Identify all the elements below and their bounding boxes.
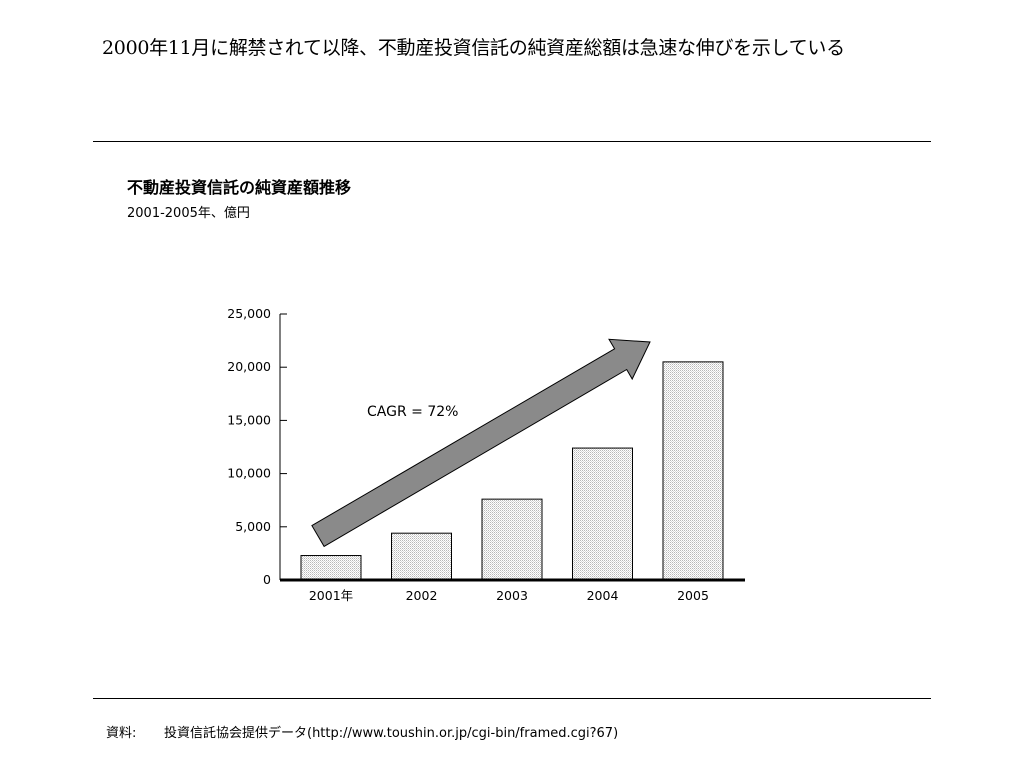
top-divider bbox=[93, 141, 931, 142]
cagr-annotation: CAGR = 72% bbox=[367, 404, 458, 420]
y-tick-label: 0 bbox=[263, 572, 271, 587]
x-tick-label: 2002 bbox=[406, 588, 438, 603]
x-tick-label: 2003 bbox=[496, 588, 528, 603]
bar bbox=[391, 532, 452, 581]
y-tick-label: 10,000 bbox=[227, 466, 271, 481]
bottom-divider bbox=[93, 698, 931, 699]
bar bbox=[662, 361, 724, 581]
source-text: 投資信託協会提供データ(http://www.toushin.or.jp/cgi… bbox=[164, 726, 619, 741]
source-label: 資料: bbox=[106, 726, 137, 741]
growth-arrow bbox=[311, 338, 651, 548]
bar bbox=[300, 555, 362, 581]
headline: 2000年11月に解禁されて以降、不動産投資信託の純資産総額は急速な伸びを示して… bbox=[102, 37, 845, 59]
x-tick-label: 2005 bbox=[677, 588, 709, 603]
chart-title: 不動産投資信託の純資産額推移 bbox=[127, 178, 352, 197]
x-tick-label: 2004 bbox=[587, 588, 619, 603]
x-tick-label: 2001年 bbox=[309, 588, 353, 603]
chart-subtitle: 2001-2005年、億円 bbox=[127, 206, 250, 221]
bar bbox=[572, 447, 633, 581]
y-tick-label: 15,000 bbox=[227, 412, 271, 427]
y-tick-label: 25,000 bbox=[227, 306, 271, 321]
y-tick-label: 20,000 bbox=[227, 359, 271, 374]
y-tick-label: 5,000 bbox=[235, 519, 271, 534]
bar bbox=[481, 498, 543, 581]
